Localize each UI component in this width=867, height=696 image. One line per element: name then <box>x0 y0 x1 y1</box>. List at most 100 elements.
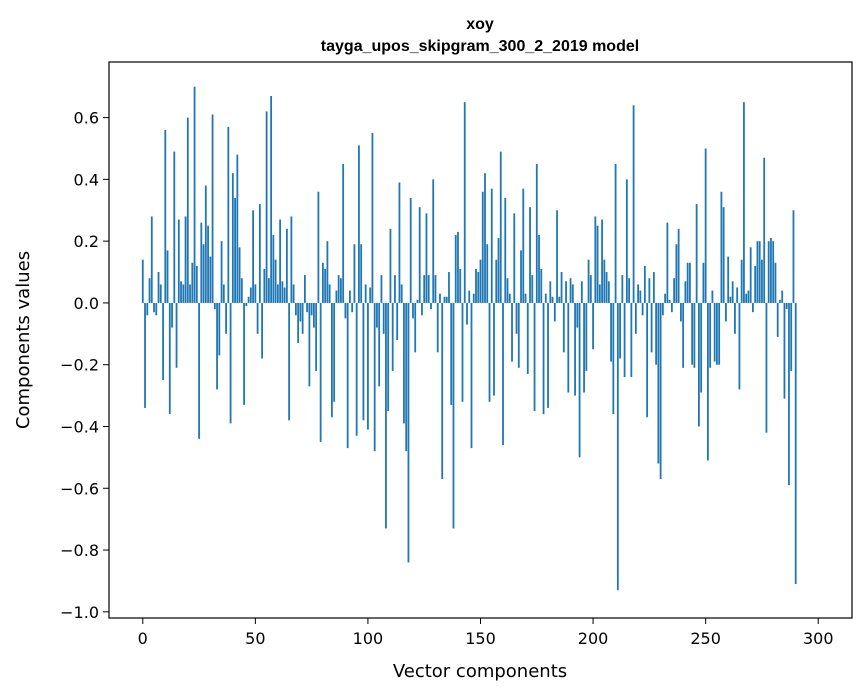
bar <box>391 302 394 371</box>
bar <box>614 163 617 303</box>
bar <box>342 163 345 303</box>
bar <box>513 213 516 303</box>
bar <box>499 151 502 303</box>
bar <box>416 299 419 303</box>
bar <box>211 114 214 303</box>
bar <box>776 302 779 337</box>
bar <box>385 302 387 529</box>
bar <box>340 278 342 303</box>
bar <box>234 197 236 303</box>
bar <box>249 287 252 303</box>
bar <box>285 228 288 303</box>
bar <box>668 299 671 303</box>
bar <box>772 241 775 303</box>
bar <box>535 163 538 303</box>
bar <box>191 262 194 303</box>
bar <box>432 179 435 303</box>
bar <box>312 302 315 328</box>
bar <box>421 302 423 316</box>
bar <box>538 234 540 303</box>
bar <box>220 241 223 303</box>
bar <box>639 290 642 303</box>
bar <box>551 296 554 303</box>
bar <box>529 207 531 303</box>
bar <box>376 302 378 328</box>
bar <box>508 293 511 303</box>
x-tick-label: 250 <box>690 629 721 648</box>
bar <box>625 179 628 303</box>
x-axis: 0 50 100 150 200 250 300 <box>138 618 834 648</box>
bar <box>423 275 426 303</box>
bar <box>763 157 766 303</box>
bar <box>358 145 360 303</box>
bar <box>333 302 336 402</box>
bar <box>720 191 723 303</box>
bar <box>688 262 691 303</box>
bar <box>200 222 203 303</box>
bar <box>553 302 556 322</box>
bar <box>621 275 624 303</box>
bar <box>531 275 534 303</box>
bar <box>598 284 601 303</box>
bar <box>150 216 153 303</box>
bar <box>758 241 761 303</box>
y-tick-label: 0.0 <box>74 294 99 313</box>
bar <box>729 296 732 303</box>
bar <box>515 302 518 334</box>
bar <box>258 204 261 303</box>
bar <box>679 302 682 322</box>
bar <box>452 302 455 529</box>
bar <box>657 302 660 464</box>
bar <box>637 284 640 303</box>
bar <box>164 129 167 303</box>
bar <box>177 219 180 303</box>
bar <box>344 302 347 319</box>
bar <box>252 210 254 303</box>
bar <box>736 287 739 303</box>
bar <box>222 284 225 303</box>
bar <box>522 188 525 303</box>
bar <box>414 302 417 353</box>
bar <box>752 302 754 313</box>
bar <box>306 302 309 313</box>
x-tick-label: 0 <box>138 629 148 648</box>
bar <box>634 302 637 334</box>
bar <box>565 281 567 303</box>
bar <box>698 302 700 427</box>
bar <box>761 259 763 303</box>
bar <box>630 302 633 378</box>
bar <box>479 259 482 303</box>
y-tick-label: −0.8 <box>60 541 99 560</box>
bar <box>448 272 450 303</box>
bar <box>364 284 367 303</box>
bar <box>601 219 603 303</box>
bar <box>650 302 653 353</box>
bar <box>459 268 462 303</box>
bar <box>281 281 284 303</box>
bar <box>594 216 597 303</box>
bar <box>276 284 279 303</box>
bar <box>290 216 293 303</box>
bar <box>267 278 270 303</box>
bar <box>490 188 493 303</box>
bar <box>770 238 772 303</box>
bar <box>504 197 507 303</box>
bar <box>144 302 146 408</box>
bar <box>146 302 149 316</box>
bar <box>303 275 306 303</box>
bar <box>308 302 311 387</box>
bar <box>335 290 338 303</box>
bar <box>794 302 797 585</box>
bar <box>560 272 563 303</box>
bar <box>713 302 716 362</box>
bar <box>231 173 234 303</box>
bar <box>263 268 266 303</box>
bar <box>684 281 687 303</box>
bar <box>533 302 536 412</box>
bar <box>587 259 590 303</box>
bar <box>153 302 155 313</box>
bar <box>700 302 703 393</box>
bar <box>283 287 286 303</box>
bar <box>443 296 446 303</box>
chart-title: xoy <box>466 16 494 33</box>
